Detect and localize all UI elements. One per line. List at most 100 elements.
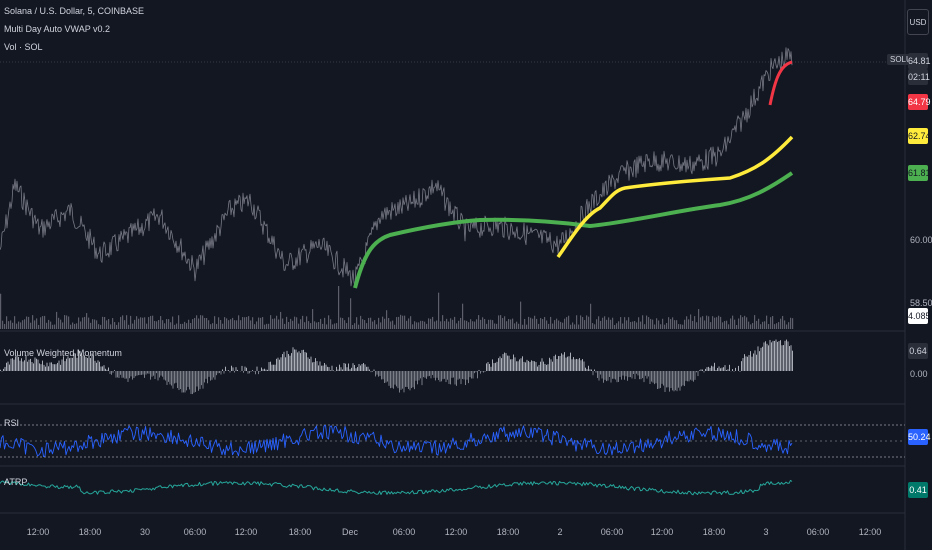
momentum-bar — [415, 371, 417, 381]
volume-bar — [644, 324, 646, 329]
volume-bar — [630, 321, 632, 329]
momentum-bar — [234, 371, 235, 373]
volume-bar — [34, 320, 36, 329]
momentum-bar — [583, 361, 585, 371]
volume-bar — [688, 319, 690, 329]
time-tick: 12:00 — [444, 527, 468, 537]
momentum-bar — [477, 371, 478, 379]
momentum-bar — [676, 371, 678, 392]
momentum-bar — [538, 364, 540, 371]
time-tick: 12:00 — [234, 527, 258, 537]
momentum-bar — [759, 351, 760, 371]
momentum-bar — [88, 355, 90, 371]
momentum-bar — [117, 371, 118, 378]
volume-bar — [2, 320, 4, 329]
momentum-bar — [439, 371, 441, 382]
volume-bar — [674, 320, 676, 329]
volume-bar — [786, 324, 788, 329]
volume-bar — [274, 318, 276, 329]
time-tick: 18:00 — [78, 527, 102, 537]
volume-bar — [520, 301, 522, 329]
volume-bar — [772, 316, 774, 329]
momentum-bar — [352, 363, 354, 371]
momentum-bar — [120, 371, 121, 375]
momentum-bar — [585, 367, 586, 371]
volume-bar — [548, 323, 550, 329]
volume-bar — [118, 322, 120, 329]
momentum-bar — [9, 364, 10, 371]
momentum-bar — [520, 358, 522, 371]
volume-badge: 4.085M — [908, 308, 932, 324]
volume-bar — [276, 315, 278, 329]
volume-bar — [32, 315, 34, 329]
momentum-bar — [463, 371, 465, 380]
momentum-bar — [202, 371, 204, 389]
volume-bar — [100, 324, 102, 329]
momentum-bar — [123, 371, 124, 378]
volume-bar — [82, 317, 84, 329]
momentum-bar — [319, 361, 321, 371]
momentum-bar — [534, 361, 535, 371]
rsi-legend[interactable]: RSI — [4, 418, 20, 428]
momentum-bar — [105, 368, 106, 371]
momentum-bar — [367, 366, 369, 371]
momentum-bar — [348, 363, 349, 371]
volume-bar — [540, 318, 542, 329]
vwap-indicator-legend[interactable]: Multi Day Auto VWAP v0.2 — [4, 24, 111, 34]
volume-bar — [464, 320, 466, 329]
momentum-bar — [474, 371, 475, 374]
time-tick: 3 — [763, 527, 769, 537]
momentum-bar — [346, 367, 348, 371]
momentum-bar — [370, 371, 372, 373]
currency-button[interactable]: USD — [907, 9, 929, 35]
momentum-bar — [789, 346, 790, 371]
momentum-bar — [651, 371, 652, 382]
momentum-bar — [430, 371, 432, 379]
momentum-bar — [547, 364, 549, 371]
momentum-bar — [82, 355, 84, 371]
momentum-bar — [627, 371, 628, 381]
volume-bar — [216, 323, 218, 329]
volume-bar — [720, 316, 722, 329]
time-tick: 12:00 — [858, 527, 882, 537]
volume-bar — [394, 324, 396, 329]
volume-bar — [496, 323, 498, 329]
momentum-bar — [42, 360, 43, 371]
momentum-bar — [64, 361, 66, 371]
volume-bar — [248, 316, 250, 329]
momentum-legend[interactable]: Volume Weighted Momentum — [4, 348, 122, 358]
volume-indicator-legend[interactable]: Vol · SOL — [4, 42, 43, 52]
volume-bar — [538, 323, 540, 329]
momentum-bar — [274, 364, 276, 371]
volume-bar — [224, 317, 226, 329]
momentum-bar — [552, 361, 553, 371]
momentum-bar — [22, 361, 24, 371]
atrp-legend[interactable]: ATRP — [4, 477, 28, 487]
volume-bar — [210, 324, 212, 329]
volume-bar — [60, 319, 62, 329]
volume-bar — [180, 323, 182, 329]
momentum-bar — [61, 359, 63, 371]
volume-bar — [434, 321, 436, 329]
volume-bar — [614, 324, 616, 329]
volume-bar — [136, 316, 138, 329]
momentum-bar — [177, 371, 178, 389]
volume-bar — [102, 316, 104, 329]
symbol-legend[interactable]: Solana / U.S. Dollar, 5, COINBASE — [4, 6, 145, 16]
momentum-bar — [555, 354, 556, 371]
momentum-bar — [345, 363, 346, 371]
momentum-bar — [424, 371, 426, 378]
momentum-bar — [646, 371, 648, 379]
momentum-bar — [640, 371, 642, 380]
momentum-bar — [93, 355, 94, 371]
volume-bar — [740, 315, 742, 329]
price-tick: 58.50 — [910, 298, 932, 308]
volume-bar — [758, 318, 760, 329]
volume-bar — [80, 321, 82, 329]
momentum-bar — [84, 355, 85, 371]
momentum-bar — [373, 369, 375, 371]
volume-bar — [212, 323, 214, 329]
time-tick: 12:00 — [650, 527, 674, 537]
volume-bar — [290, 318, 292, 329]
